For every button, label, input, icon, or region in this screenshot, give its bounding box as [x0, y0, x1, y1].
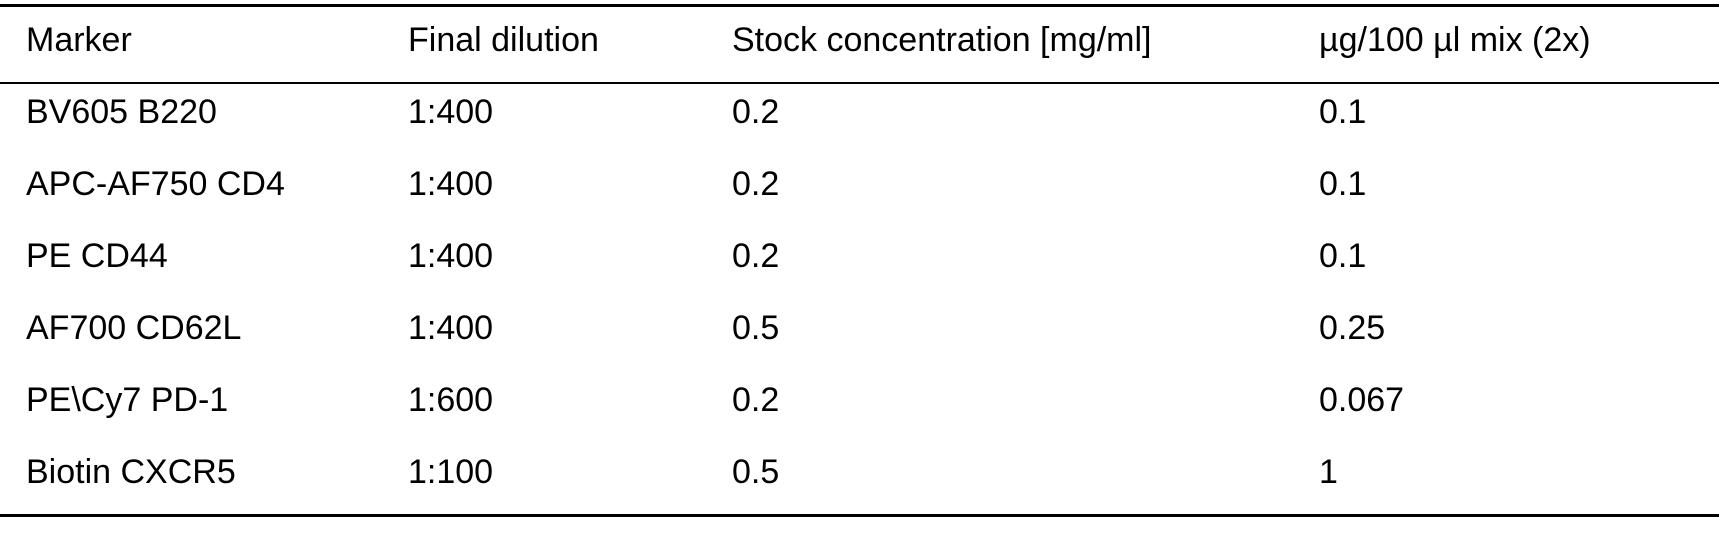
table-cell: 1	[1319, 453, 1338, 491]
table-cell: 0.1	[1319, 237, 1367, 275]
table-cell: 0.25	[1319, 309, 1386, 347]
table-cell: 1:400	[408, 309, 494, 347]
top-rule	[0, 4, 1719, 7]
table-cell: 0.2	[732, 381, 780, 419]
table-cell: 1:100	[408, 453, 494, 491]
table-cell: 0.2	[732, 165, 780, 203]
table-cell: 1:400	[408, 93, 494, 131]
table-cell: 0.1	[1319, 93, 1367, 131]
header-rule	[0, 82, 1719, 84]
table-cell: 0.2	[732, 237, 780, 275]
table-cell: APC-AF750 CD4	[26, 165, 285, 203]
table-cell: BV605 B220	[26, 93, 217, 131]
table-cell: Biotin CXCR5	[26, 453, 236, 491]
header-cell: Final dilution	[408, 21, 599, 59]
table-cell: 0.067	[1319, 381, 1405, 419]
table-cell: 1:600	[408, 381, 494, 419]
table-cell: 0.1	[1319, 165, 1367, 203]
table-cell: PE\Cy7 PD-1	[26, 381, 229, 419]
table-cell: 0.5	[732, 309, 780, 347]
header-cell: Stock concentration [mg/ml]	[732, 21, 1152, 59]
bottom-rule	[0, 514, 1719, 517]
header-cell: Marker	[26, 21, 132, 59]
table-cell: AF700 CD62L	[26, 309, 242, 347]
table-cell: PE CD44	[26, 237, 168, 275]
table-cell: 0.2	[732, 93, 780, 131]
table-cell: 0.5	[732, 453, 780, 491]
table-cell: 1:400	[408, 165, 494, 203]
header-cell: µg/100 µl mix (2x)	[1319, 21, 1591, 59]
table-cell: 1:400	[408, 237, 494, 275]
